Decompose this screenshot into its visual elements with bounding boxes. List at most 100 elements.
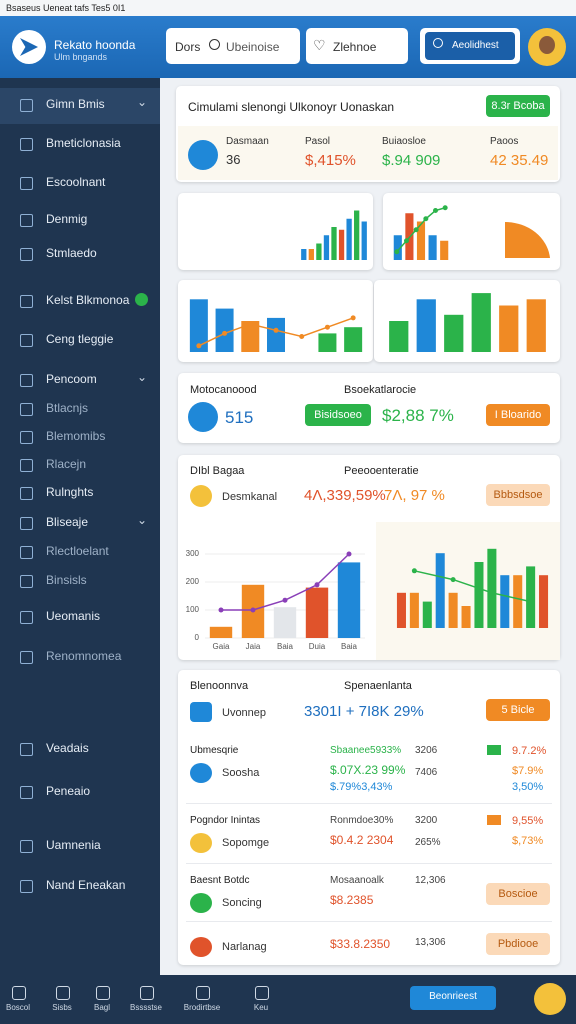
line-point <box>314 582 320 588</box>
sidebar-item[interactable]: Binsisls <box>46 573 87 587</box>
sidebar-item[interactable]: Ueomanis <box>46 609 101 623</box>
bar <box>316 243 322 260</box>
bar <box>389 321 409 352</box>
sidebar-item[interactable]: Escoolnant <box>46 175 106 189</box>
sidebar-item[interactable]: Rulnghts <box>46 485 94 499</box>
card-b-amount2: 7Λ, 97 % <box>384 487 445 504</box>
bar <box>499 305 519 352</box>
sidebar-item[interactable]: Btlacnjs <box>46 401 89 415</box>
status-title: Bsaseus Ueneat tafs Tes5 0I1 <box>6 3 126 13</box>
nav-label[interactable]: Keu <box>253 1003 269 1012</box>
row-name: Soncing <box>222 897 262 909</box>
nav-label[interactable]: Bagl <box>93 1003 110 1012</box>
sidebar-item[interactable]: Pencoom <box>46 372 97 386</box>
sidebar-item[interactable]: Rlectloelant <box>46 544 109 558</box>
sidebar-item[interactable]: Gimn Bmis <box>46 97 105 111</box>
sidebar-item[interactable]: Bmeticlonasia <box>46 136 121 150</box>
card-c-button[interactable]: 5 Bicle <box>486 699 550 721</box>
row-button[interactable]: Boscioe <box>486 883 550 905</box>
row-count: 12,306 <box>415 875 446 886</box>
sidebar-item[interactable]: Kelst Blkmonoa <box>46 293 130 307</box>
sidebar-item[interactable]: Renomnomea <box>46 649 122 663</box>
sidebar-active <box>0 88 160 124</box>
card-a-label2: Bsoekatlarocie <box>344 384 417 396</box>
search-label: Dors <box>175 40 201 54</box>
stat-value: $.94 909 <box>382 152 441 169</box>
badge <box>135 293 148 306</box>
nav-label[interactable]: Boscol <box>5 1003 30 1012</box>
card-a-button2[interactable]: I Bloarido <box>486 404 550 426</box>
sidebar-item[interactable]: Stmlaedo <box>46 246 97 260</box>
bar <box>396 592 406 628</box>
bar <box>273 607 297 638</box>
bottom-button[interactable]: Beonrieest <box>410 986 496 1010</box>
nav-label[interactable]: Bsssstse <box>129 1003 162 1012</box>
sidebar-item[interactable]: Nand Eneakan <box>46 878 126 892</box>
row-pct: 9,55% <box>512 815 544 827</box>
sidebar-icon <box>20 487 33 500</box>
bar <box>471 293 491 352</box>
bar <box>361 221 367 260</box>
line-point <box>413 227 419 233</box>
status-bar <box>0 0 576 16</box>
sidebar-item[interactable]: Peneaio <box>46 784 91 798</box>
sidebar-icon <box>20 840 33 853</box>
bar <box>474 562 484 628</box>
chevron: ⌄ <box>137 513 148 527</box>
card-a-button[interactable]: Bisidsoeo <box>305 404 371 426</box>
bar <box>444 314 464 352</box>
x-tick-label: Baia <box>341 642 358 651</box>
x-tick-label: Duia <box>309 642 326 651</box>
line-point <box>442 205 448 211</box>
summary-button[interactable]: 8.3r Bcoba <box>486 95 550 117</box>
x-tick-label: Gaia <box>213 642 230 651</box>
sidebar-icon <box>20 546 33 559</box>
card-c-label: Blenoonnva <box>190 680 249 692</box>
bottom-avatar[interactable] <box>534 983 566 1015</box>
bar <box>409 592 419 628</box>
sidebar-icon <box>20 611 33 624</box>
stat-icon <box>188 140 218 170</box>
sidebar-item[interactable]: Bliseaje <box>46 515 89 529</box>
sidebar-icon <box>20 295 33 308</box>
sidebar-item[interactable]: Uamnenia <box>46 838 101 852</box>
sidebar-icon <box>20 651 33 664</box>
bar <box>526 566 536 628</box>
card-b-button[interactable]: Bbbsdsoe <box>486 484 550 506</box>
line-point <box>196 343 202 349</box>
bar <box>241 321 260 352</box>
sidebar-item[interactable]: Blemomibs <box>46 429 106 443</box>
nav-icon <box>140 986 154 1000</box>
line-point <box>433 208 438 213</box>
line-point <box>282 597 288 603</box>
row-amount: $0.4.2 2304 <box>330 833 394 847</box>
sidebar-item[interactable]: Rlacejn <box>46 457 87 471</box>
sidebar-item[interactable]: Ceng tleggie <box>46 332 114 346</box>
search-box[interactable] <box>166 28 300 64</box>
nav-label[interactable]: Brodirtbse <box>183 1003 221 1012</box>
line-point <box>299 334 305 339</box>
row-count2: 7406 <box>415 767 438 778</box>
bar <box>448 592 458 628</box>
sidebar-icon <box>20 575 33 588</box>
summary-title: Cimulami slenongi Ulkonoyr Uonaskan <box>188 100 395 114</box>
row-icon <box>190 937 212 957</box>
row-button[interactable]: Pbdiooe <box>486 933 550 955</box>
line-point <box>222 330 228 336</box>
row-name: Narlanag <box>222 941 267 953</box>
sidebar-item[interactable]: Veadais <box>46 741 89 755</box>
bar <box>526 299 546 352</box>
row-head: Ubmesqrie <box>190 745 239 756</box>
chevron: ⌄ <box>137 370 148 384</box>
bar <box>500 575 510 628</box>
action-label: Aeolidhest <box>452 40 499 51</box>
favorites-button[interactable] <box>306 28 408 64</box>
sidebar-icon <box>20 177 33 190</box>
y-tick-label: 100 <box>186 605 200 614</box>
bar <box>338 229 345 260</box>
sidebar-item[interactable]: Denmig <box>46 212 88 226</box>
card-b-label: DIbl Bagaa <box>190 465 245 477</box>
nav-label[interactable]: Sisbs <box>52 1003 72 1012</box>
action-icon <box>433 38 443 48</box>
